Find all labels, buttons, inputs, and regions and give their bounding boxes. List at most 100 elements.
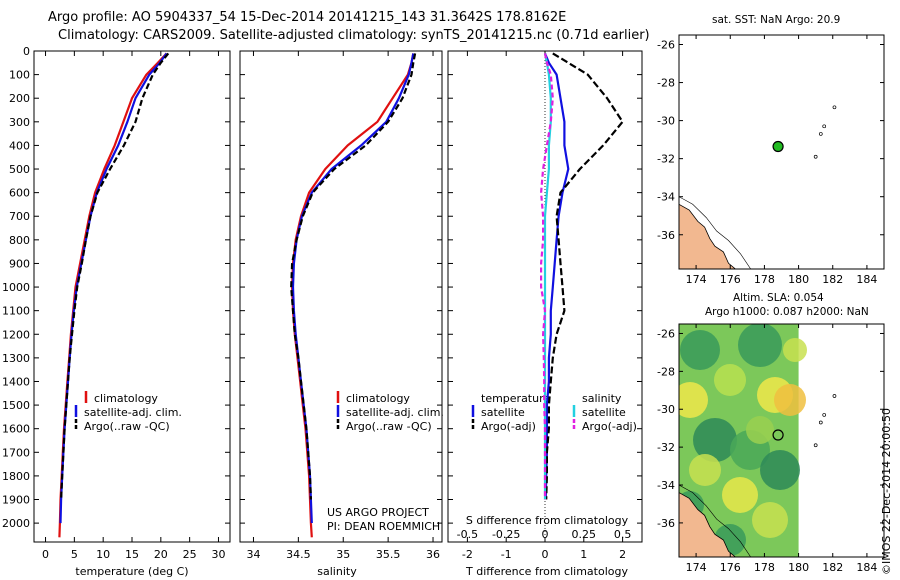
- map-frame: [678, 323, 885, 558]
- temp-legend-sat: satellite-adj. clim.: [84, 406, 182, 419]
- map-y-tick-label: -30: [657, 403, 675, 416]
- land-northland: [679, 492, 737, 557]
- argo-float-marker: [772, 140, 784, 153]
- map-x-tick-label: 180: [788, 561, 809, 574]
- depth-tick-label: 1500: [2, 399, 30, 412]
- series-line-2-0: [543, 52, 570, 500]
- sla-blob: [693, 418, 737, 462]
- depth-tick-label: 700: [9, 210, 30, 223]
- x-tick-label: 5: [71, 548, 78, 561]
- map-x-tick-label: 176: [720, 561, 741, 574]
- sal-legend-sat: satellite-adj. clim.: [346, 406, 444, 419]
- depth-tick-label: 1400: [2, 375, 30, 388]
- depth-tick-label: 1300: [2, 352, 30, 365]
- map-x-tick-label: 184: [856, 273, 877, 286]
- diff-legend-title-s: salinity: [582, 392, 622, 405]
- sla-blob: [722, 477, 758, 513]
- land-northland: [679, 203, 737, 269]
- map-y-tick-label: -26: [657, 327, 675, 340]
- depth-tick-label: 1700: [2, 446, 30, 459]
- map-y-tick-label: -36: [657, 517, 675, 530]
- temp-xlabel: temperature (deg C): [75, 565, 188, 578]
- depth-tick-label: 1900: [2, 494, 30, 507]
- project-line1: US ARGO PROJECT: [327, 506, 429, 519]
- depth-tick-label: 1200: [2, 328, 30, 341]
- x-tick-label: 25: [183, 548, 197, 561]
- depth-tick-label: 400: [9, 139, 30, 152]
- bathy-contour: [679, 484, 751, 557]
- x-top-tick-label: 0.25: [572, 528, 597, 541]
- map-y-tick-label: -28: [657, 77, 675, 90]
- map-top-title: sat. SST: NaN Argo: 20.9: [712, 14, 841, 26]
- x-tick-label: 36: [426, 548, 440, 561]
- x-tick-label: 30: [211, 548, 225, 561]
- depth-tick-label: 1100: [2, 305, 30, 318]
- depth-tick-label: 100: [9, 69, 30, 82]
- x-tick-label: 35.5: [376, 548, 401, 561]
- map-x-tick-label: 178: [754, 561, 775, 574]
- depth-tick-label: 900: [9, 257, 30, 270]
- depth-tick-label: 2000: [2, 517, 30, 530]
- sal-legend-argo: Argo(..raw -QC): [346, 420, 432, 433]
- depth-tick-label: 1000: [2, 281, 30, 294]
- x-top-tick-label: -0.5: [457, 528, 478, 541]
- x-tick-label: 35: [336, 548, 350, 561]
- depth-tick-label: 600: [9, 187, 30, 200]
- map-y-tick-label: -34: [657, 479, 675, 492]
- depth-tick-label: 300: [9, 116, 30, 129]
- sla-blob: [689, 454, 721, 486]
- map-bottom-title2: Argo h1000: 0.087 h2000: NaN: [705, 306, 869, 318]
- x-tick-label: 34.5: [286, 548, 311, 561]
- diff-legend-title-t: temperature: [481, 392, 550, 405]
- diff-legend-targo: Argo(-adj): [481, 420, 536, 433]
- map-y-tick-label: -28: [657, 365, 675, 378]
- series-line-1-2: [290, 53, 417, 500]
- sla-blob: [783, 338, 807, 362]
- figure-title-line1: Argo profile: AO 5904337_54 15-Dec-2014 …: [48, 10, 567, 25]
- x-tick-label: 2: [619, 548, 626, 561]
- island-marker: [822, 124, 827, 129]
- map-bottom-title1: Altim. SLA: 0.054: [733, 292, 824, 304]
- x-tick-label: 0: [42, 548, 49, 561]
- bathy-contour: [679, 196, 751, 269]
- island-marker: [818, 132, 823, 136]
- x-tick-label: 20: [154, 548, 168, 561]
- map-1: [679, 324, 837, 557]
- island-marker: [813, 443, 818, 448]
- x-tick-label: 15: [125, 548, 139, 561]
- map-x-tick-label: 182: [822, 273, 843, 286]
- map-x-tick-label: 174: [686, 273, 707, 286]
- depth-tick-label: 0: [23, 45, 30, 58]
- map-y-tick-label: -32: [657, 153, 675, 166]
- depth-tick-label: 800: [9, 234, 30, 247]
- x-tick-label: 10: [96, 548, 110, 561]
- figure-title-line2: Climatology: CARS2009. Satellite-adjuste…: [58, 28, 650, 43]
- diff-legend: temperature salinity satellite Argo(-adj…: [471, 392, 637, 433]
- map-y-tick-label: -34: [657, 191, 675, 204]
- chart-marks: 0100200300400500600700800900100011001200…: [2, 34, 885, 574]
- sla-blob: [774, 384, 806, 416]
- sla-blob: [680, 330, 720, 370]
- diff-legend-ssat: satellite: [582, 406, 626, 419]
- series-line-2-1: [545, 52, 624, 500]
- profile-series-group: [290, 53, 417, 538]
- sla-blob: [760, 450, 800, 490]
- sla-blob: [738, 324, 782, 367]
- sal-legend-clim: climatology: [346, 392, 410, 405]
- sla-blob: [714, 364, 746, 396]
- x-top-tick-label: 0.5: [614, 528, 632, 541]
- map-y-tick-label: -32: [657, 441, 675, 454]
- diff-legend-tsat: satellite: [481, 406, 525, 419]
- sla-blob: [752, 502, 788, 538]
- diff-legend-sargo: Argo(-adj): [582, 420, 637, 433]
- island-marker: [832, 105, 837, 110]
- map-x-tick-label: 184: [856, 561, 877, 574]
- depth-tick-label: 1600: [2, 423, 30, 436]
- map-y-tick-label: -30: [657, 115, 675, 128]
- map-frame: [678, 34, 885, 270]
- series-line-1-1: [291, 53, 415, 524]
- map-x-tick-label: 174: [686, 561, 707, 574]
- diff-xlabel-top: S difference from climatology: [466, 514, 629, 527]
- island-marker: [813, 154, 818, 159]
